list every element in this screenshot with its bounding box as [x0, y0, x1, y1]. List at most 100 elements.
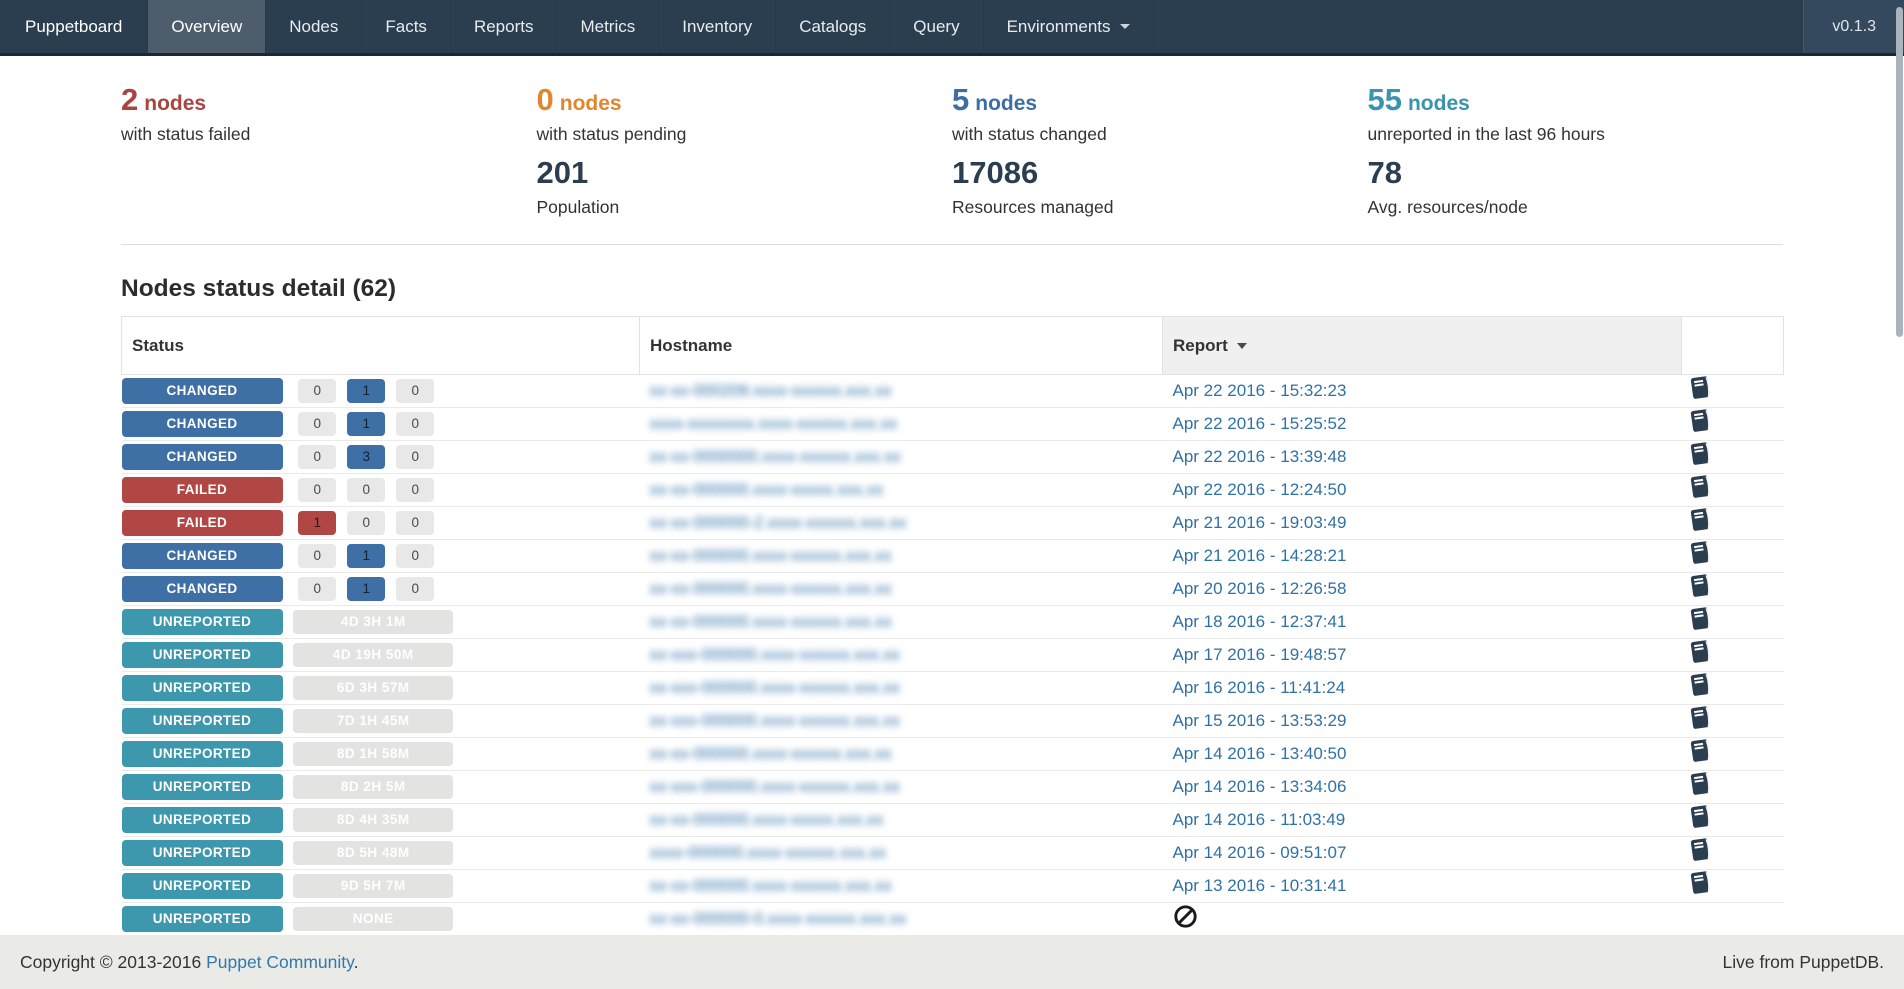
stat-avg-resources-value: 78	[1367, 155, 1402, 190]
hostname-link[interactable]: xx-xx-000000.xxxx-xxxxx.xxx.xx	[649, 811, 884, 829]
report-date-link[interactable]: Apr 20 2016 - 12:26:58	[1172, 579, 1347, 598]
table-row: UNREPORTED 8D 5H 48M xxxx-000000.xxxx-xx…	[121, 836, 1784, 870]
stat-changed-value: 5	[952, 82, 970, 117]
report-date-link[interactable]: Apr 14 2016 - 13:40:50	[1172, 744, 1347, 763]
report-cell: Apr 14 2016 - 13:40:50	[1162, 737, 1682, 771]
col-header-report[interactable]: Report	[1162, 316, 1682, 375]
report-log-icon[interactable]	[1690, 409, 1712, 439]
report-log-icon[interactable]	[1690, 508, 1712, 538]
copyright-suffix: .	[353, 951, 359, 972]
report-date-link[interactable]: Apr 18 2016 - 12:37:41	[1172, 612, 1347, 631]
report-log-icon[interactable]	[1690, 475, 1712, 505]
col-header-status[interactable]: Status	[121, 316, 640, 375]
hostname-cell: xx-xxx-000000.xxxx-xxxxxx.xxx.xx	[639, 638, 1163, 672]
section-title: Nodes status detail (62)	[121, 275, 397, 302]
status-badge: CHANGED	[121, 444, 283, 470]
hostname-link[interactable]: xx-xx-000000-0.xxxx-xxxxxx.xxx.xx	[649, 910, 907, 929]
version-label: v0.1.3	[1803, 0, 1904, 53]
hostname-link[interactable]: xx-xx-000000.xxxx-xxxxxx.xxx.xx	[649, 580, 892, 598]
report-date-link[interactable]: Apr 13 2016 - 10:31:41	[1172, 876, 1347, 895]
report-log-icon[interactable]	[1690, 739, 1712, 769]
table-row: UNREPORTED 8D 1H 58M xx-xx-000000.xxxx-x…	[121, 737, 1784, 771]
hostname-link[interactable]: xx-xx-000000.xxxx-xxxxxx.xxx.xx	[649, 877, 892, 895]
report-log-icon[interactable]	[1690, 607, 1712, 637]
report-date-link[interactable]: Apr 14 2016 - 13:34:06	[1172, 777, 1347, 796]
report-date-link[interactable]: Apr 15 2016 - 13:53:29	[1172, 711, 1347, 730]
hostname-cell: xx-xx-000000.xxxx-xxxxxx.xxx.xx	[639, 869, 1163, 903]
scrollbar-thumb[interactable]	[1896, 7, 1903, 337]
nav-tab-inventory[interactable]: Inventory	[658, 0, 775, 53]
report-date-link[interactable]: Apr 22 2016 - 15:25:52	[1172, 414, 1347, 433]
hostname-cell: xx-xxx-000000.xxxx-xxxxxx.xxx.xx	[639, 770, 1163, 804]
count-box-default: 0	[396, 577, 435, 601]
status-cell: UNREPORTED 8D 4H 35M	[121, 803, 640, 837]
hostname-link[interactable]: xx-xx-000209.xxxx-xxxxxx.xxx.xx	[649, 382, 892, 400]
report-date-link[interactable]: Apr 14 2016 - 11:03:49	[1172, 810, 1346, 829]
report-log-icon[interactable]	[1690, 838, 1712, 868]
nav-tab-catalogs[interactable]: Catalogs	[775, 0, 889, 53]
report-log-icon[interactable]	[1690, 640, 1712, 670]
nav-tab-nodes[interactable]: Nodes	[265, 0, 361, 53]
hostname-link[interactable]: xx-xxx-000000.xxxx-xxxxxx.xxx.xx	[649, 712, 900, 730]
hostname-link[interactable]: xxxx-xxxxxxxx.xxxx-xxxxxx.xxx.xx	[649, 415, 898, 433]
report-cell: Apr 22 2016 - 13:39:48	[1162, 440, 1682, 474]
report-log-icon[interactable]	[1690, 574, 1712, 604]
hostname-link[interactable]: xxxx-000000.xxxx-xxxxxx.xxx.xx	[649, 844, 887, 862]
report-date-link[interactable]: Apr 22 2016 - 15:32:23	[1172, 381, 1347, 400]
puppet-community-link[interactable]: Puppet Community	[206, 951, 354, 972]
hostname-link[interactable]: xx-xx-000000.xxxx-xxxxxx.xxx.xx	[649, 613, 892, 631]
report-date-link[interactable]: Apr 22 2016 - 13:39:48	[1172, 447, 1347, 466]
report-date-link[interactable]: Apr 16 2016 - 11:41:24	[1172, 678, 1346, 697]
report-log-icon[interactable]	[1690, 706, 1712, 736]
hostname-link[interactable]: xx-xxx-000000.xxxx-xxxxxx.xxx.xx	[649, 778, 900, 796]
stat-population-label: Population	[536, 197, 620, 217]
status-cell: UNREPORTED 7D 1H 45M	[121, 704, 640, 738]
nav-tab-query[interactable]: Query	[889, 0, 982, 53]
report-date-link[interactable]: Apr 21 2016 - 14:28:21	[1172, 546, 1347, 565]
report-action-cell	[1682, 375, 1784, 408]
report-log-icon[interactable]	[1690, 871, 1712, 901]
hostname-link[interactable]: xx-xxx-000000.xxxx-xxxxxx.xxx.xx	[649, 679, 900, 697]
report-date-link[interactable]: Apr 22 2016 - 12:24:50	[1172, 480, 1347, 499]
nav-tab-reports[interactable]: Reports	[449, 0, 557, 53]
report-date-link[interactable]: Apr 21 2016 - 19:03:49	[1172, 513, 1347, 532]
report-log-icon[interactable]	[1690, 442, 1712, 472]
nav-tab-overview[interactable]: Overview	[147, 0, 266, 53]
brand-puppetboard[interactable]: Puppetboard	[25, 16, 123, 36]
nav-tab-metrics[interactable]: Metrics	[556, 0, 658, 53]
hostname-link[interactable]: xx-xx-000000.xxxx-xxxxxx.xxx.xx	[649, 745, 892, 763]
nav-dropdown-environments[interactable]: Environments	[982, 0, 1154, 53]
hostname-cell: xx-xx-000000-0.xxxx-xxxxxx.xxx.xx	[639, 902, 1163, 936]
status-cell: UNREPORTED 8D 5H 48M	[121, 836, 640, 870]
report-action-cell	[1681, 440, 1784, 474]
report-date-link[interactable]: Apr 17 2016 - 19:48:57	[1172, 645, 1347, 664]
hostname-link[interactable]: xx-xxx-000000.xxxx-xxxxxx.xxx.xx	[649, 646, 900, 664]
col-header-hostname[interactable]: Hostname	[639, 316, 1163, 375]
report-log-icon[interactable]	[1690, 772, 1712, 802]
hostname-link[interactable]: xx-xx-000000.xxxx-xxxxx.xxx.xx	[649, 481, 884, 499]
unreported-duration: 8D 1H 58M	[293, 742, 454, 766]
count-box-default: 0	[298, 379, 337, 403]
report-log-icon[interactable]	[1690, 673, 1712, 703]
table-row: UNREPORTED 8D 2H 5M xx-xxx-000000.xxxx-x…	[121, 770, 1784, 804]
hostname-cell: xxxx-000000.xxxx-xxxxxx.xxx.xx	[639, 836, 1163, 870]
hostname-link[interactable]: xx-xx-000000.xxxx-xxxxxx.xxx.xx	[649, 547, 892, 565]
report-date-link[interactable]: Apr 14 2016 - 09:51:07	[1172, 843, 1347, 862]
stat-unreported-value: 55	[1367, 82, 1402, 117]
report-log-icon[interactable]	[1690, 805, 1712, 835]
report-log-icon[interactable]	[1690, 541, 1712, 571]
scrollbar[interactable]	[1895, 0, 1904, 989]
col-header-report-label: Report	[1173, 335, 1228, 355]
report-log-icon[interactable]	[1690, 376, 1712, 406]
count-box-default: 0	[396, 445, 435, 469]
hostname-link[interactable]: xx-xx-0000000.xxxx-xxxxxx.xxx.xx	[649, 448, 901, 466]
nav-tab-facts[interactable]: Facts	[361, 0, 450, 53]
report-cell: Apr 22 2016 - 15:25:52	[1162, 407, 1682, 441]
hostname-link[interactable]: xx-xx-000000-2.xxxx-xxxxxx.xxx.xx	[649, 514, 907, 532]
status-cell: UNREPORTED 4D 19H 50M	[121, 638, 640, 672]
